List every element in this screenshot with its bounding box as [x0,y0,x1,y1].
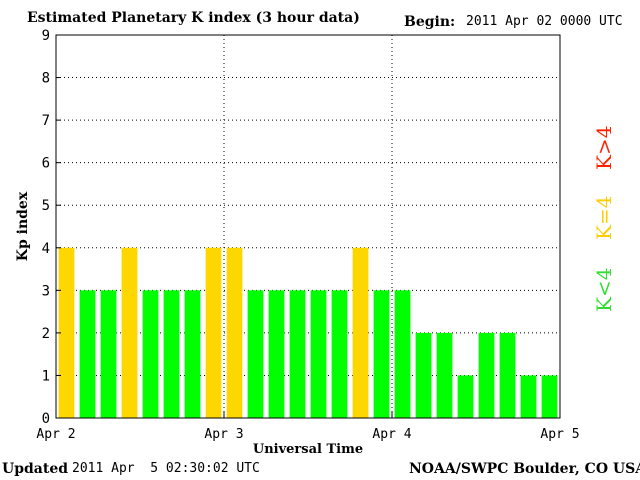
y-tick-label: 6 [42,156,50,172]
y-tick-label: 2 [42,326,50,342]
kp-bar [478,332,495,418]
chart-grid [56,35,560,418]
kp-bar [373,290,390,418]
kp-bar [142,290,159,418]
y-tick-label: 9 [42,28,50,44]
kp-bar [394,290,411,418]
chart-title: Estimated Planetary K index (3 hour data… [27,10,360,26]
y-axis-label: Kp index [15,191,31,261]
begin-value: 2011 Apr 02 0000 UTC [466,14,623,29]
y-tick-label: 3 [42,283,50,299]
x-tick-label: Apr 4 [372,427,411,442]
updated-value: 2011 Apr 5 02:30:02 UTC [72,461,260,476]
y-tick-label: 0 [42,411,50,427]
y-tick-label: 8 [42,71,50,87]
kp-bar [499,332,516,418]
kp-bar [79,290,96,418]
kp-bar [457,375,474,418]
source-credit: NOAA/SWPC Boulder, CO USA [409,461,640,477]
kp-bar [184,290,201,418]
y-tick-label: 1 [42,368,50,384]
x-tick-label: Apr 3 [204,427,243,442]
y-axis-ticks: 0 1 2 3 4 5 6 7 8 9 [42,28,61,427]
kp-bar [415,332,432,418]
updated-label: Updated [2,461,69,477]
kp-bar [436,332,453,418]
begin-label: Begin: [404,14,456,30]
kp-bar [520,375,537,418]
legend-equal: K=4 [592,195,616,240]
kp-bar [205,247,222,418]
x-tick-label: Apr 5 [540,427,579,442]
kp-bar [121,247,138,418]
plot-frame [55,34,561,419]
y-tick-label: 5 [42,198,50,214]
kp-bar [541,375,558,418]
legend-high: K>4 [592,125,616,170]
kp-bar [247,290,264,418]
chart-bars [58,247,558,418]
x-axis-label: Universal Time [253,442,363,457]
legend-low: K<4 [592,267,616,312]
kp-bar [163,290,180,418]
kp-bar [268,290,285,418]
kp-bar [58,247,75,418]
kp-bar [289,290,306,418]
kp-bar [226,247,243,418]
y-tick-label: 4 [42,241,50,257]
kp-bar [310,290,327,418]
x-axis-ticks: Apr 2 Apr 3 Apr 4 Apr 5 [36,412,580,442]
kp-bar [100,290,117,418]
kp-bar [331,290,348,418]
x-tick-label: Apr 2 [36,427,75,442]
y-tick-label: 7 [42,113,50,129]
kp-bar [352,247,369,418]
